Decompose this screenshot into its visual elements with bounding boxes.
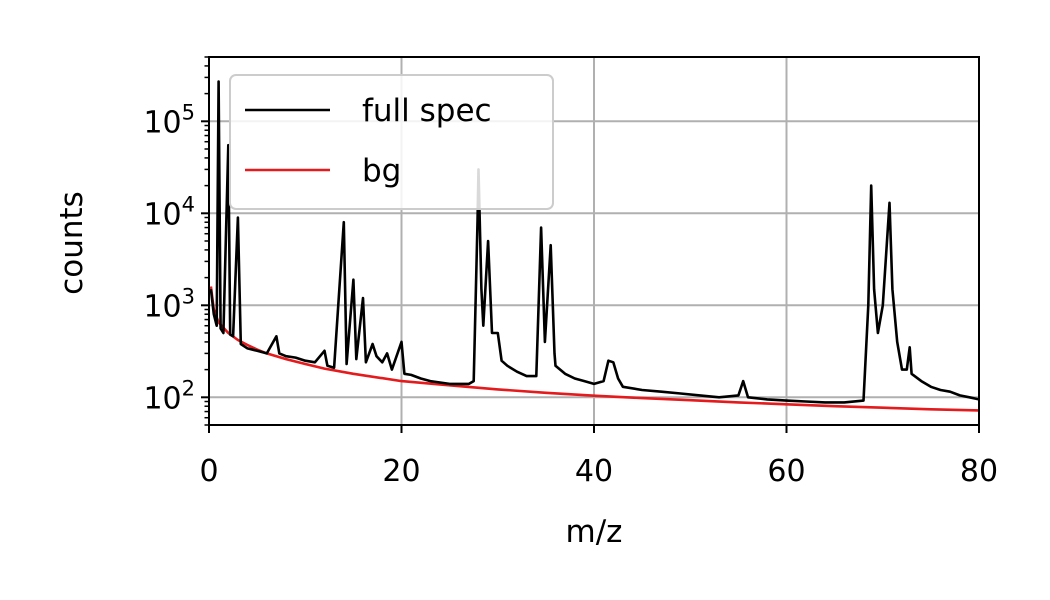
legend-box: [229, 74, 554, 210]
series-line-bg: [209, 286, 979, 412]
x-tick-label: 80: [960, 454, 998, 489]
legend: full spec bg: [229, 74, 554, 210]
y-tick-label: 102: [143, 376, 195, 416]
y-tick-label: 105: [143, 100, 195, 140]
legend-label-full-spec: full spec: [362, 93, 492, 129]
x-tick-label: 0: [199, 454, 218, 489]
plot-area: [209, 80, 979, 412]
legend-label-bg: bg: [362, 153, 401, 189]
y-tick-label: 104: [143, 192, 195, 232]
y-tick-label: 103: [143, 284, 195, 324]
tick-labels: 0 20 40 60 80 102 103 104 105: [143, 100, 998, 489]
y-axis-label: counts: [54, 191, 90, 295]
ticks: [201, 56, 980, 433]
x-tick-label: 20: [382, 454, 420, 489]
x-tick-label: 60: [767, 454, 805, 489]
x-axis-label: m/z: [566, 514, 623, 550]
series-line-full-spec: [209, 80, 979, 404]
x-tick-label: 40: [575, 454, 613, 489]
